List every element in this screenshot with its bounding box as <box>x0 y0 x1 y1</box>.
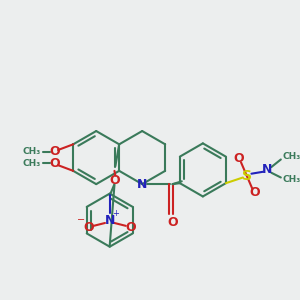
Text: O: O <box>83 221 94 234</box>
Text: O: O <box>234 152 244 165</box>
Text: O: O <box>49 146 60 158</box>
Text: O: O <box>109 174 120 187</box>
Text: O: O <box>49 157 60 170</box>
Text: N: N <box>104 214 115 227</box>
Text: O: O <box>125 221 136 234</box>
Text: CH₃: CH₃ <box>282 152 300 161</box>
Text: N: N <box>137 178 147 190</box>
Text: CH₃: CH₃ <box>22 147 40 156</box>
Text: CH₃: CH₃ <box>22 159 40 168</box>
Text: −: − <box>77 215 85 225</box>
Text: O: O <box>249 186 260 199</box>
Text: CH₃: CH₃ <box>282 175 300 184</box>
Text: S: S <box>242 169 252 183</box>
Text: +: + <box>112 209 119 218</box>
Text: N: N <box>262 164 273 176</box>
Text: O: O <box>167 216 178 229</box>
